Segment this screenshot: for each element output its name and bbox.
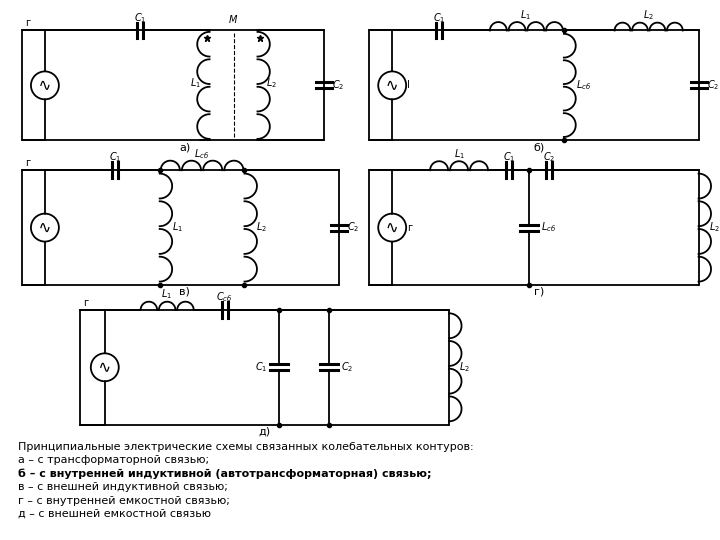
Text: $C_2$: $C_2$	[706, 78, 719, 92]
Text: в): в)	[179, 287, 190, 297]
Text: $C_{сб}$: $C_{сб}$	[216, 290, 233, 304]
Text: а – с трансформаторной связью;: а – с трансформаторной связью;	[18, 455, 209, 465]
Text: $L_{сб}$: $L_{сб}$	[541, 221, 556, 234]
Text: б): б)	[534, 142, 544, 152]
Text: $C_2$: $C_2$	[341, 360, 354, 374]
Text: г: г	[408, 222, 413, 233]
Text: $L_1$: $L_1$	[521, 8, 531, 22]
Text: $L_2$: $L_2$	[643, 8, 654, 22]
Text: $C_2$: $C_2$	[543, 151, 555, 164]
Text: $C_1$: $C_1$	[133, 11, 146, 24]
Text: $C_2$: $C_2$	[347, 221, 359, 234]
Text: г – с внутренней емкостной связью;: г – с внутренней емкостной связью;	[18, 496, 230, 505]
Text: $C_1$: $C_1$	[255, 360, 267, 374]
Text: $L_1$: $L_1$	[190, 77, 201, 90]
Text: $L_2$: $L_2$	[708, 221, 719, 234]
Text: $M$: $M$	[228, 12, 238, 24]
Text: $C_1$: $C_1$	[109, 151, 121, 164]
Text: $L_2$: $L_2$	[266, 77, 277, 90]
Text: д): д)	[258, 427, 271, 437]
Text: а): а)	[179, 142, 190, 152]
Text: $L_1$: $L_1$	[161, 287, 172, 301]
Text: г): г)	[534, 287, 544, 297]
Text: $C_1$: $C_1$	[503, 151, 516, 164]
Text: $L_2$: $L_2$	[256, 221, 267, 234]
Text: б – с внутренней индуктивной (автотрансформаторная) связью;: б – с внутренней индуктивной (автотрансф…	[18, 469, 431, 479]
Text: $L_2$: $L_2$	[459, 360, 470, 374]
Text: в – с внешней индуктивной связью;: в – с внешней индуктивной связью;	[18, 482, 228, 492]
Text: $C_1$: $C_1$	[433, 11, 445, 24]
Text: г: г	[83, 298, 88, 308]
Text: $L_1$: $L_1$	[454, 147, 464, 161]
Text: $L_{сб}$: $L_{сб}$	[576, 78, 591, 92]
Text: $L_{сб}$: $L_{сб}$	[194, 147, 209, 161]
Text: г: г	[25, 18, 30, 29]
Text: $C_2$: $C_2$	[333, 78, 345, 92]
Text: Принципиальные электрические схемы связанных колебательных контуров:: Принципиальные электрические схемы связа…	[18, 442, 474, 451]
Text: д – с внешней емкостной связью: д – с внешней емкостной связью	[18, 509, 211, 519]
Text: $L_1$: $L_1$	[171, 221, 183, 234]
Text: г: г	[25, 158, 30, 168]
Text: I: I	[408, 80, 410, 90]
